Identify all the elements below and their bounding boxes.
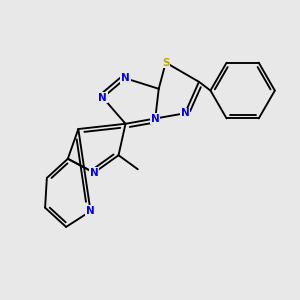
Text: N: N (121, 73, 130, 83)
Text: N: N (98, 92, 107, 103)
Text: N: N (90, 168, 98, 178)
Text: N: N (181, 108, 189, 118)
Text: N: N (86, 206, 95, 216)
Text: N: N (151, 113, 160, 124)
Text: S: S (162, 58, 169, 68)
